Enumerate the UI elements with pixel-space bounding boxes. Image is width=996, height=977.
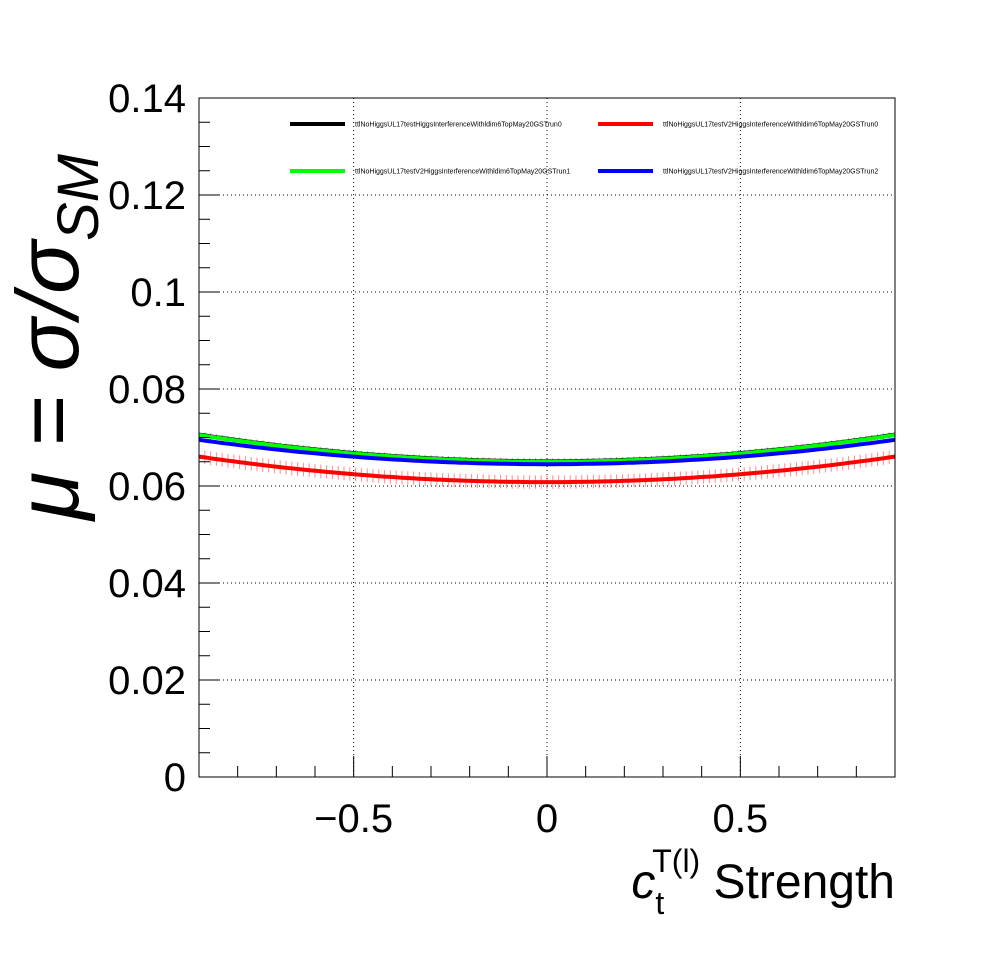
x-ticks <box>198 756 896 777</box>
y-tick-label: 0 <box>164 756 186 800</box>
series-group <box>198 431 896 489</box>
legend-label: ttlNoHiggsUL17testV2HiggsInterferenceWit… <box>663 122 878 129</box>
y-ticks <box>199 97 220 778</box>
x-tick-label: −0.5 <box>314 797 393 841</box>
legend-label: ttlNoHiggsUL17testHiggsInterferenceWithl… <box>355 122 562 129</box>
y-tick-label: 0.06 <box>108 465 186 509</box>
y-tick-label: 0.12 <box>108 174 186 218</box>
y-tick-label: 0.04 <box>108 562 186 606</box>
x-axis-label: ctT(l) Strength <box>631 843 895 921</box>
y-tick-label: 0.1 <box>130 271 186 315</box>
series-line <box>198 433 896 464</box>
series-line <box>198 454 896 485</box>
legend: ttlNoHiggsUL17testHiggsInterferenceWithl… <box>290 122 878 176</box>
legend-label: ttlNoHiggsUL17testV2HiggsInterferenceWit… <box>355 169 570 176</box>
x-tick-label: 0.5 <box>713 797 769 841</box>
y-tick-label: 0.08 <box>108 368 186 412</box>
plot-area <box>199 98 895 777</box>
legend-label: ttlNoHiggsUL17testV2HiggsInterferenceWit… <box>663 169 878 176</box>
x-tick-label: 0 <box>536 797 558 841</box>
series-line <box>198 437 896 467</box>
y-axis-label: μ = σ/σSM <box>0 153 111 522</box>
y-tick-label: 0.02 <box>108 659 186 703</box>
y-tick-label: 0.14 <box>108 77 186 121</box>
